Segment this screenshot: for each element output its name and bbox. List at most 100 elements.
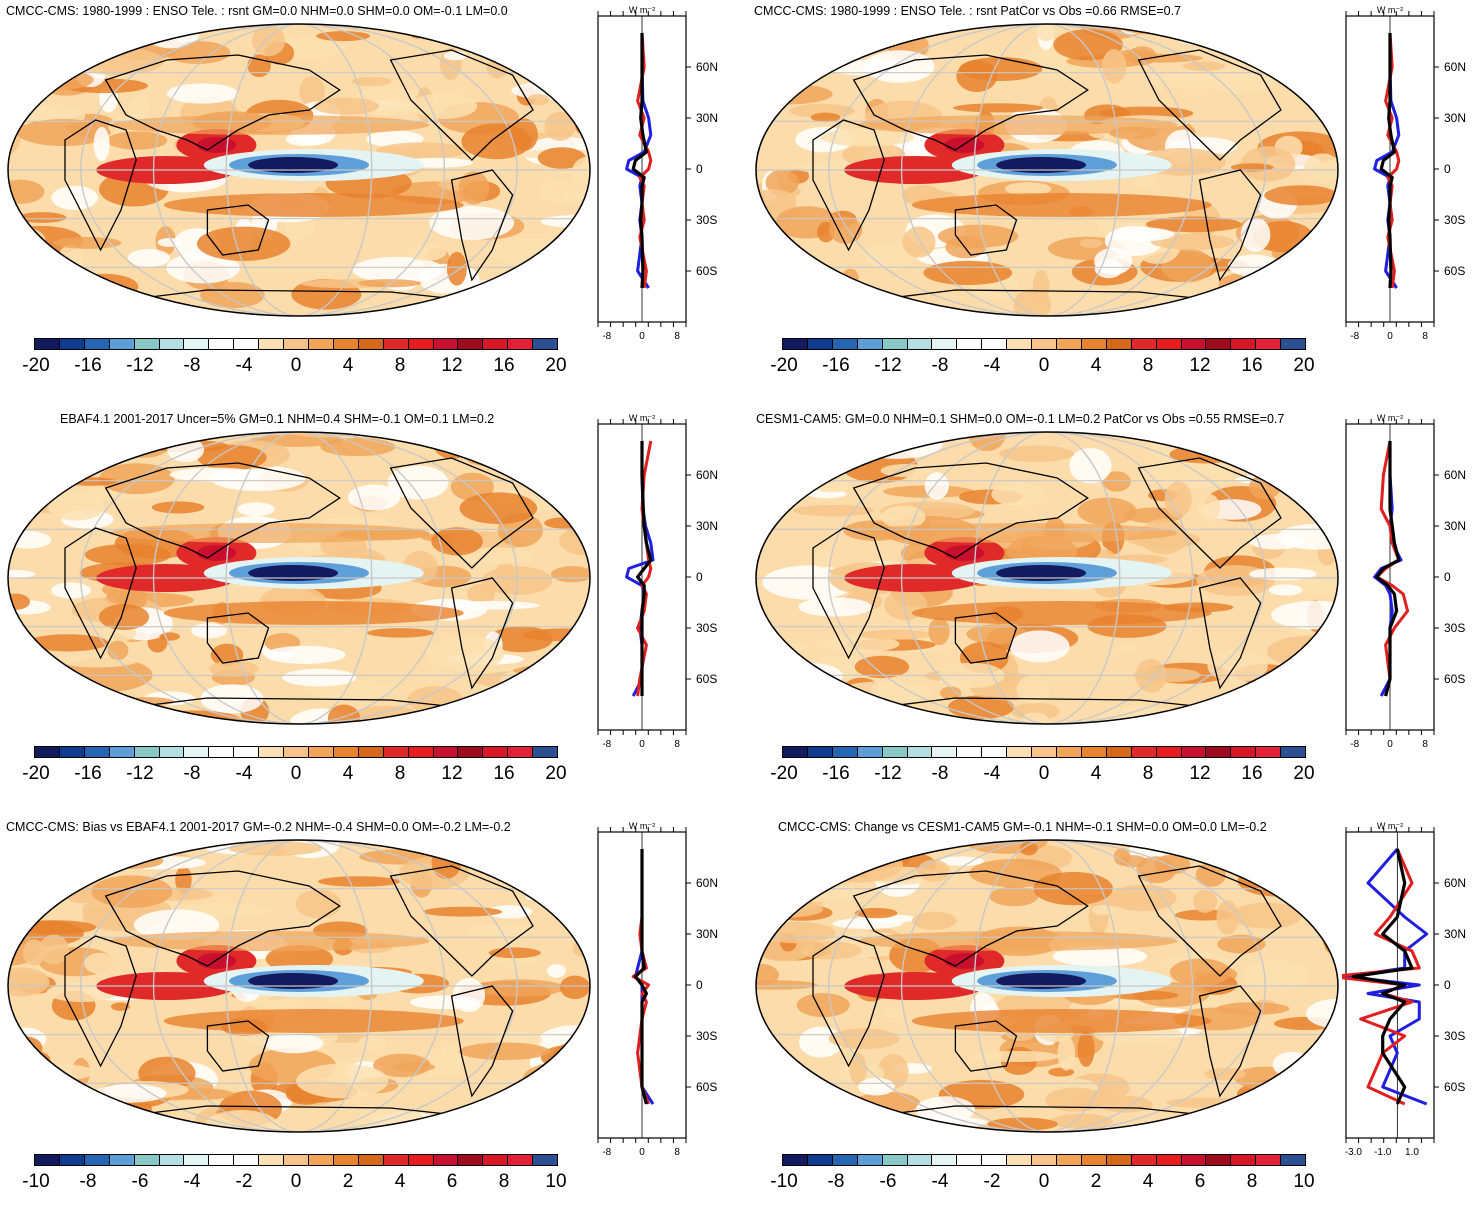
coastline <box>812 527 885 660</box>
colorbar-swatch <box>882 339 908 349</box>
field-patch <box>779 1086 817 1099</box>
zonal-mean-plot: 60N 30N 0 30S 60S W m⁻² -8 0 8 <box>597 5 718 342</box>
field-patch <box>797 682 853 715</box>
field-patch <box>1077 1031 1095 1067</box>
field-patch <box>928 617 950 646</box>
coastline <box>812 935 885 1068</box>
field-patch <box>461 123 532 160</box>
field-patch <box>53 237 122 249</box>
colorbar-label: 16 <box>493 763 515 784</box>
graticule <box>756 432 1338 724</box>
meridian-line <box>152 24 446 316</box>
colorbar-swatch <box>259 339 285 349</box>
colorbar-swatch <box>1032 1155 1057 1165</box>
zonal-series-blue <box>1344 848 1429 1106</box>
field-patch <box>296 1063 389 1099</box>
field-patch <box>756 59 832 71</box>
field-patch <box>1022 712 1048 724</box>
field-patch <box>1045 1087 1105 1112</box>
field-band <box>857 115 1178 135</box>
field-patch <box>475 979 565 997</box>
field-patch <box>486 905 533 919</box>
zonal-xtick-label: 0 <box>1387 331 1393 342</box>
colorbar-label: 8 <box>394 355 406 376</box>
lat-tick-label: 30N <box>1444 111 1466 125</box>
colorbar-label: 2 <box>342 1171 354 1192</box>
field-patch <box>485 237 580 266</box>
field-patch <box>1035 24 1058 42</box>
meridian-line <box>225 24 373 316</box>
colorbar-swatch <box>1181 339 1207 349</box>
field-patch <box>828 216 863 244</box>
colorbar-label: 20 <box>545 763 567 784</box>
panel-title: EBAF4.1 2001-2017 Uncer=5% GM=0.1 NHM=0.… <box>60 412 495 426</box>
map-border <box>7 23 591 317</box>
field-patch <box>526 94 550 106</box>
field-patch <box>264 645 346 664</box>
field-patch <box>295 889 342 919</box>
field-patch <box>1255 451 1316 484</box>
colorbar-swatch <box>907 339 933 349</box>
colorbar <box>782 746 1306 758</box>
colorbar-swatch <box>1056 339 1082 349</box>
lat-tick-label: 60S <box>1444 672 1465 686</box>
colorbar-swatch <box>308 339 334 349</box>
map <box>7 431 591 725</box>
zonal-xtick-label: -8 <box>602 331 611 342</box>
field-patch <box>1169 705 1222 717</box>
field-band <box>109 931 430 951</box>
colorbar-label: 0 <box>1038 355 1050 376</box>
colorbar-swatch <box>1131 747 1157 757</box>
field-patch <box>63 477 117 486</box>
field-patch <box>1207 650 1268 683</box>
colorbar-swatch <box>533 747 558 757</box>
field-patch <box>127 249 171 268</box>
field-patch <box>509 713 554 722</box>
field-patch <box>13 284 101 304</box>
colorbar-label: -8 <box>183 355 201 376</box>
field-patch <box>1180 31 1263 43</box>
field-patch <box>1268 584 1303 596</box>
field-patch <box>415 308 493 316</box>
panel-p1: CMCC-CMS: 1980-1999 : ENSO Tele. : rsnt … <box>0 0 735 400</box>
coastline <box>1137 865 1282 977</box>
warm-anomaly <box>944 545 985 561</box>
coastline <box>64 935 137 1068</box>
colorbar-swatch <box>957 747 983 757</box>
field-patch <box>67 692 138 724</box>
field-patch <box>756 1103 814 1132</box>
lat-tick-label: 60N <box>1444 60 1466 74</box>
field-patch <box>1270 288 1327 310</box>
coastline <box>64 119 137 252</box>
cool-anomaly <box>996 565 1087 581</box>
colorbar-label: 10 <box>1293 1171 1315 1192</box>
colorbar-swatch <box>284 1155 309 1165</box>
lat-tick-label: 0 <box>1444 570 1451 584</box>
field-patch <box>8 690 28 705</box>
colorbar-label: -12 <box>874 763 902 784</box>
field-patch <box>559 975 590 1000</box>
colorbar-swatch <box>1032 339 1057 349</box>
zonal-xtick-label: 8 <box>1422 331 1428 342</box>
colorbar-swatch <box>1256 339 1282 349</box>
field-patch <box>8 860 57 874</box>
cool-anomaly <box>248 565 339 581</box>
colorbar-swatch <box>134 339 160 349</box>
colorbar <box>782 1154 1306 1166</box>
colorbar-label: 4 <box>342 763 354 784</box>
zonal-series-blue <box>625 33 653 289</box>
field-patch <box>264 1033 324 1054</box>
field-patch <box>953 103 1044 113</box>
colorbar-label: -20 <box>770 763 798 784</box>
field-patch <box>531 1083 566 1109</box>
colorbar-label: -6 <box>131 1171 149 1192</box>
graticule <box>756 840 1338 1132</box>
colorbar-swatch <box>333 1155 359 1165</box>
field-patch <box>455 547 535 565</box>
field-patch <box>1310 463 1338 477</box>
field-patch <box>547 432 584 441</box>
field-patch <box>209 660 259 677</box>
field-patch <box>515 57 590 66</box>
colorbar-label: 20 <box>545 355 567 376</box>
field-patch <box>450 295 490 314</box>
